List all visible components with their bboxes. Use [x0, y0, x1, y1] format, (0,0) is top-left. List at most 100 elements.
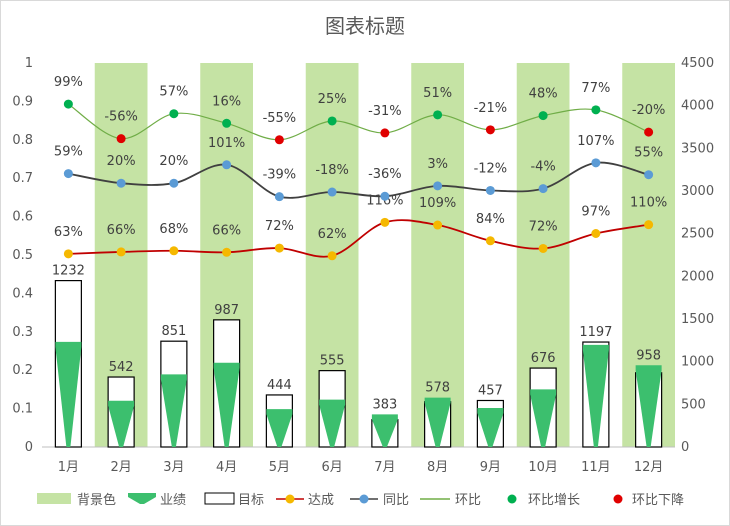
performance-bar — [635, 365, 662, 447]
y-right-tick-label: 3000 — [681, 184, 714, 199]
y-left-tick-label: 0 — [25, 440, 33, 455]
performance-data-label: 457 — [478, 383, 503, 398]
mom-data-label: 48% — [529, 87, 558, 102]
x-tick-label: 12月 — [634, 460, 664, 475]
achievement-data-label: 116% — [366, 193, 403, 208]
y-left-tick-label: 0.5 — [12, 248, 33, 263]
legend-marker — [359, 494, 369, 504]
y-right-tick-label: 2000 — [681, 269, 714, 284]
performance-bar — [371, 414, 398, 447]
yoy-marker — [538, 184, 548, 194]
performance-data-label: 1197 — [579, 325, 612, 340]
mom-decrease-marker — [274, 135, 284, 145]
yoy-data-label: 59% — [54, 145, 83, 160]
y-right-tick-label: 4000 — [681, 99, 714, 114]
yoy-marker — [433, 181, 443, 191]
mom-data-label: 51% — [423, 86, 452, 101]
yoy-marker — [327, 187, 337, 197]
x-tick-label: 2月 — [110, 460, 131, 475]
mom-data-label: -56% — [104, 110, 138, 125]
mom-data-label: 16% — [212, 94, 241, 109]
y-left-tick-label: 1 — [25, 56, 33, 71]
legend-label: 环比增长 — [528, 493, 580, 508]
mom-data-label: 25% — [318, 92, 347, 107]
achievement-marker — [538, 243, 548, 253]
mom-increase-marker — [222, 118, 232, 128]
performance-bar — [319, 399, 346, 447]
yoy-data-label: 55% — [634, 146, 663, 161]
achievement-marker — [485, 236, 495, 246]
performance-bar — [160, 374, 187, 447]
mom-decrease-marker — [380, 128, 390, 138]
legend-swatch-background — [37, 493, 71, 504]
legend-marker — [285, 494, 295, 504]
x-tick-label: 1月 — [58, 460, 79, 475]
performance-data-label: 383 — [372, 397, 397, 412]
mom-data-label: 57% — [159, 85, 188, 100]
legend-marker — [613, 494, 623, 504]
x-tick-label: 5月 — [269, 460, 290, 475]
mom-data-label: 99% — [54, 75, 83, 90]
yoy-data-label: 101% — [208, 136, 245, 151]
yoy-marker — [116, 178, 126, 188]
y-right-tick-label: 3500 — [681, 141, 714, 156]
mom-increase-marker — [538, 111, 548, 121]
performance-data-label: 851 — [161, 324, 186, 339]
legend-label: 达成 — [308, 493, 334, 508]
achievement-data-label: 72% — [529, 219, 558, 234]
performance-data-label: 555 — [320, 354, 345, 369]
performance-bar — [55, 341, 82, 447]
y-left-tick-label: 0.7 — [12, 171, 33, 186]
legend-swatch-target — [204, 492, 235, 505]
achievement-marker — [591, 228, 601, 238]
yoy-data-label: -36% — [368, 167, 402, 182]
yoy-data-label: -18% — [315, 163, 349, 178]
performance-data-label: 987 — [214, 303, 239, 318]
mom-increase-marker — [63, 99, 73, 109]
x-tick-label: 10月 — [528, 460, 558, 475]
x-tick-label: 6月 — [321, 460, 342, 475]
x-tick-label: 4月 — [216, 460, 237, 475]
y-left-tick-label: 0.4 — [12, 286, 33, 301]
performance-data-label: 676 — [531, 351, 556, 366]
achievement-marker — [169, 246, 179, 256]
legend: 背景色 业绩 目标 达成 同比 环比 环比增长 环比下降 — [37, 492, 684, 508]
achievement-data-label: 62% — [318, 227, 347, 242]
legend-label: 同比 — [383, 493, 409, 508]
achievement-marker — [433, 220, 443, 230]
y-left-tick-label: 0.1 — [12, 402, 33, 417]
y-right-tick-label: 4500 — [681, 56, 714, 71]
yoy-data-label: 3% — [427, 157, 448, 172]
mom-data-label: 77% — [581, 81, 610, 96]
yoy-data-label: -39% — [263, 168, 297, 183]
mom-increase-marker — [591, 105, 601, 115]
achievement-marker — [116, 247, 126, 257]
performance-bar — [424, 397, 451, 447]
achievement-data-label: 110% — [630, 196, 667, 211]
mom-decrease-marker — [644, 127, 654, 137]
yoy-marker — [591, 158, 601, 168]
mom-increase-marker — [433, 110, 443, 120]
yoy-data-label: 20% — [107, 154, 136, 169]
mom-data-label: -55% — [263, 111, 297, 126]
performance-data-label: 1232 — [52, 264, 85, 279]
achievement-data-label: 72% — [265, 219, 294, 234]
axes: 0 0.1 0.2 0.3 0.4 0.5 0.6 0.7 0.8 0.9 1 0 500 1000 150… — [12, 56, 714, 475]
achievement-marker — [222, 247, 232, 257]
performance-data-label: 958 — [636, 348, 661, 363]
mom-decrease-marker — [485, 125, 495, 135]
yoy-marker — [274, 192, 284, 202]
y-right-tick-label: 2500 — [681, 227, 714, 242]
achievement-data-label: 66% — [107, 223, 136, 238]
y-left-tick-label: 0.3 — [12, 325, 33, 340]
x-tick-label: 3月 — [163, 460, 184, 475]
achievement-data-label: 66% — [212, 223, 241, 238]
performance-bar — [213, 362, 240, 447]
legend-label: 目标 — [238, 493, 264, 508]
lines: 63% 66% 68% 66% 72% 62% 116% 109% 84% 72% 97% 110% 5… — [54, 75, 667, 261]
y-left-tick-label: 0.9 — [12, 94, 33, 109]
legend-label: 环比下降 — [632, 493, 684, 508]
performance-bar — [477, 408, 504, 447]
